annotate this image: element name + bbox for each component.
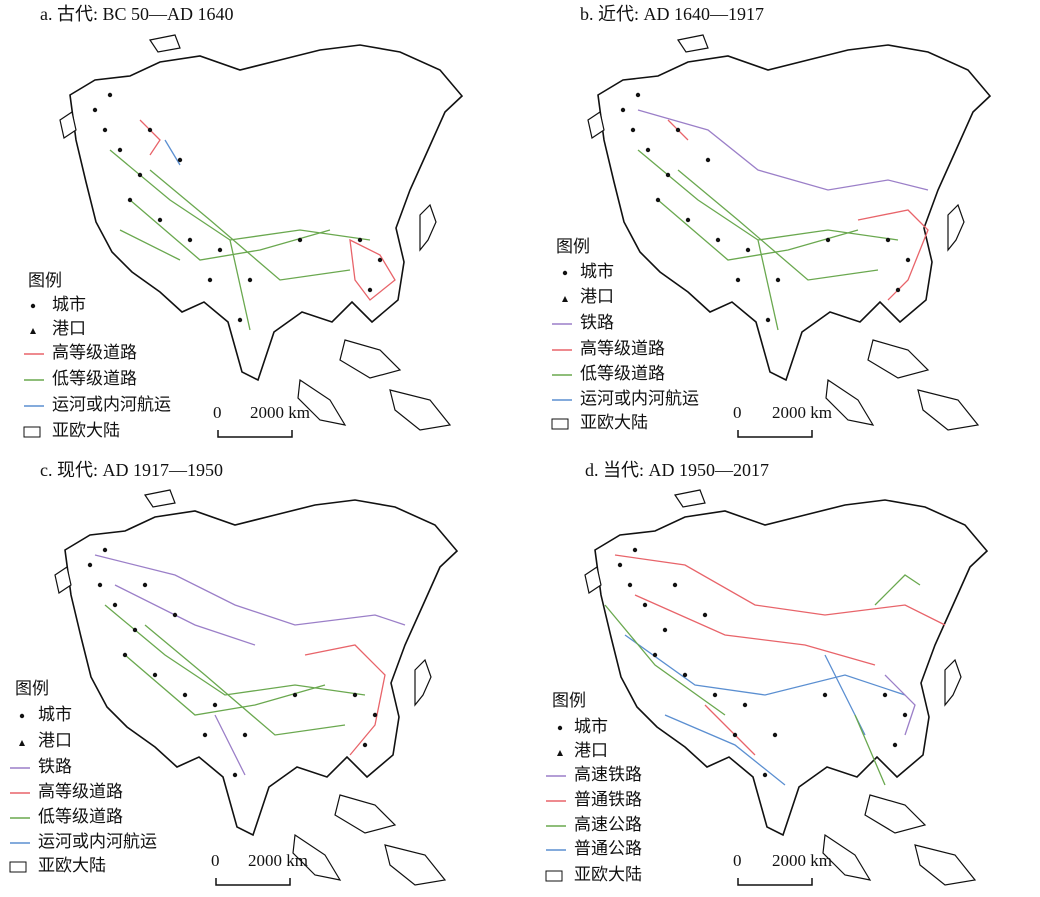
legend-item: 港口 — [38, 731, 72, 750]
legend-item: 普通公路 — [574, 839, 642, 858]
scale-label: 2000 km — [248, 851, 308, 870]
legend-item: 亚欧大陆 — [580, 413, 648, 432]
legend-item: 高速铁路 — [574, 765, 642, 784]
legend-item: 高等级道路 — [580, 339, 665, 358]
scale-label: 2000 km — [250, 403, 310, 422]
legend-item: 港口 — [574, 741, 608, 760]
scale-label: 0 — [213, 403, 222, 422]
legend-item: 城市 — [574, 717, 608, 736]
legend-item: 城市 — [52, 295, 86, 314]
legend-item: 低等级道路 — [52, 369, 137, 388]
legend-item: 普通铁路 — [574, 790, 642, 809]
page: {"panels": [ {"title": "a. 古代: BC 50—AD … — [0, 0, 1040, 897]
panel-title: c. 现代: AD 1917—1950 — [40, 460, 223, 480]
legend-item: 运河或内河航运 — [38, 832, 157, 851]
legend-item: 城市 — [38, 705, 72, 724]
scale-label: 0 — [733, 851, 742, 870]
panel-a: a. 古代: BC 50—AD 1640 图例 城市 港口 高等级道路 低等级道… — [24, 4, 462, 440]
legend-item: 高等级道路 — [38, 782, 123, 801]
legend-item: 亚欧大陆 — [574, 865, 642, 884]
legend-item: 亚欧大陆 — [38, 856, 106, 875]
legend-item: 城市 — [580, 262, 614, 281]
scale-label: 2000 km — [772, 403, 832, 422]
legend-title: 图例 — [15, 679, 49, 698]
legend-item: 铁路 — [38, 757, 72, 776]
legend-item: 亚欧大陆 — [52, 421, 120, 440]
legend-title: 图例 — [556, 237, 590, 256]
scale-label: 0 — [211, 851, 220, 870]
legend-item: 低等级道路 — [38, 807, 123, 826]
scale-label: 0 — [733, 403, 742, 422]
scale-label: 2000 km — [772, 851, 832, 870]
legend-item: 运河或内河航运 — [52, 395, 171, 414]
legend-title: 图例 — [28, 271, 62, 290]
panel-title: d. 当代: AD 1950—2017 — [585, 460, 769, 480]
legend-item: 低等级道路 — [580, 364, 665, 383]
panel-title: b. 近代: AD 1640—1917 — [580, 4, 764, 24]
legend-item: 铁路 — [580, 313, 614, 332]
legend-item: 高速公路 — [574, 815, 642, 834]
legend-item: 港口 — [52, 319, 86, 338]
panel-c: c. 现代: AD 1917—1950 图例 城市 港口 铁路 高等级道路 低等… — [10, 460, 457, 885]
panel-d: d. 当代: AD 1950—2017 图例 城市 港口 高速铁路 普通铁路 高… — [546, 460, 987, 885]
panel-title: a. 古代: BC 50—AD 1640 — [40, 4, 234, 24]
legend-item: 运河或内河航运 — [580, 389, 699, 408]
figure: a. 古代: BC 50—AD 1640 图例 城市 港口 高等级道路 低等级道… — [0, 0, 1040, 897]
legend-title: 图例 — [552, 691, 586, 710]
legend-item: 高等级道路 — [52, 343, 137, 362]
panel-b: b. 近代: AD 1640—1917 图例 城市 港口 铁路 高等级道路 低等… — [552, 4, 990, 437]
legend-item: 港口 — [580, 287, 614, 306]
